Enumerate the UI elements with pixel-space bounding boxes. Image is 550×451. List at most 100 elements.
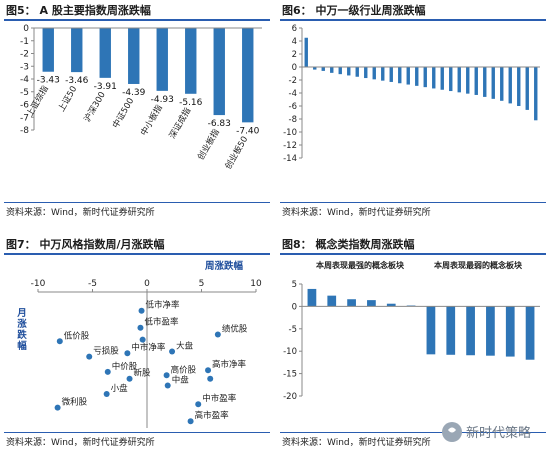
fig8-ytick-label: -20 bbox=[283, 392, 297, 402]
fig6-bar bbox=[457, 67, 461, 93]
fig6-ytick-label: -6 bbox=[289, 102, 297, 112]
fig5-value-label: -4.39 bbox=[122, 88, 146, 98]
figure-7-source-divider bbox=[4, 432, 270, 433]
fig7-point bbox=[169, 348, 176, 355]
fig5-category-label: 上证50 bbox=[57, 85, 80, 114]
fig5-ytick-label: 0 bbox=[23, 24, 29, 34]
fig7-y-axis-title-char: 跌 bbox=[17, 329, 27, 341]
fig6-ytick-label: -10 bbox=[283, 128, 297, 138]
fig8-bar bbox=[307, 288, 317, 307]
figure-5-title-bar: 图5： A 股主要指数周涨跌幅 bbox=[4, 2, 270, 21]
fig6-bar bbox=[491, 67, 495, 99]
fig6-bar bbox=[381, 67, 385, 81]
fig5-bar bbox=[213, 28, 225, 116]
fig5-value-label: -4.93 bbox=[151, 95, 174, 105]
fig7-point bbox=[164, 382, 171, 389]
fig7-point bbox=[124, 350, 131, 357]
fig6-bar bbox=[389, 67, 393, 82]
fig7-point-label: 绩优股 bbox=[222, 324, 248, 335]
fig6-bar bbox=[525, 67, 529, 110]
fig7-point bbox=[56, 338, 63, 345]
fig7-point-label: 亏损股 bbox=[93, 346, 119, 357]
fig7-point bbox=[103, 391, 110, 397]
fig5-ytick-label: -2 bbox=[20, 50, 29, 60]
figure-8-title-bar: 图8： 概念类指数周涨跌幅 bbox=[280, 236, 546, 255]
fig6-bar bbox=[508, 67, 512, 104]
watermark-svg: 新时代策略 bbox=[442, 422, 531, 442]
fig7-point-label: 低市盈率 bbox=[144, 317, 179, 328]
fig5-value-label: -6.83 bbox=[208, 119, 231, 129]
watermark-text: 新时代策略 bbox=[466, 425, 531, 441]
fig8-group-header-strong: 本周表现最强的概念板块 bbox=[315, 260, 405, 270]
fig6-ytick-label: -8 bbox=[289, 115, 297, 125]
fig6-bar bbox=[364, 67, 368, 79]
fig5-value-label: -7.40 bbox=[236, 126, 260, 136]
figure-6-chart: 6 4 2 0 -2 -4 -6 -8 -10 -12 -14 bbox=[283, 24, 540, 164]
fig5-category-label: 中证500 bbox=[110, 96, 136, 130]
fig5-ytick-label: -1 bbox=[20, 37, 29, 47]
fig8-group-header-weak: 本周表现最弱的概念板块 bbox=[433, 260, 523, 270]
fig8-ytick-label: -5 bbox=[289, 325, 297, 335]
fig7-point bbox=[207, 375, 214, 382]
fig5-ytick-label: -6 bbox=[20, 101, 29, 111]
fig7-point bbox=[187, 418, 194, 425]
fig7-point-label: 中盘 bbox=[172, 375, 190, 386]
fig7-point-label: 新股 bbox=[134, 368, 152, 379]
fig8-bar bbox=[367, 300, 376, 307]
fig6-bar bbox=[440, 67, 444, 90]
fig8-bar bbox=[347, 299, 356, 307]
fig6-bar bbox=[517, 67, 521, 106]
fig6-ytick-label: 4 bbox=[292, 37, 297, 47]
fig6-ytick-label: -14 bbox=[283, 154, 297, 164]
fig8-bar bbox=[466, 306, 475, 356]
fig5-bar bbox=[185, 28, 197, 94]
fig6-bar bbox=[466, 67, 470, 94]
figure-5-source: 资料来源：Wind，新时代证券研究所 bbox=[6, 208, 155, 218]
fig7-point-label: 中市净率 bbox=[131, 342, 166, 353]
fig7-point-label: 高市盈率 bbox=[195, 410, 230, 421]
figure-8: 图8： 概念类指数周涨跌幅 本周表现最强的概念板块 本周表现最弱的概念板块 5 0 -5… bbox=[280, 236, 546, 448]
fig6-ytick-label: 2 bbox=[292, 50, 297, 60]
figure-6-source: 资料来源：Wind，新时代证券研究所 bbox=[282, 208, 431, 218]
figure-5-title: 图5： A 股主要指数周涨跌幅 bbox=[6, 4, 151, 17]
figure-7-title: 图7： 中万风格指数周/月涨跌幅 bbox=[6, 238, 165, 251]
fig8-bar bbox=[426, 306, 436, 355]
fig5-ytick-label: -4 bbox=[20, 75, 29, 85]
fig6-ytick-label: 6 bbox=[292, 24, 297, 34]
figure-6: 图6： 中万一级行业周涨跌幅 6 4 2 0 -2 -4 -6 -8 -10 -12 -14 资料来… bbox=[280, 2, 546, 220]
fig6-ytick-label: -12 bbox=[283, 141, 297, 151]
fig8-bar bbox=[525, 306, 535, 360]
fig7-point bbox=[139, 336, 146, 343]
fig6-ytick-label: -4 bbox=[289, 89, 297, 99]
fig6-ytick-label: -2 bbox=[289, 76, 297, 86]
fig7-point bbox=[86, 353, 93, 360]
fig5-bar bbox=[156, 28, 168, 91]
fig6-bar bbox=[423, 67, 427, 88]
fig5-category-label: 创业板50 bbox=[223, 134, 251, 171]
fig5-value-label: -5.16 bbox=[179, 98, 203, 108]
fig7-point-label: 大盘 bbox=[176, 341, 194, 352]
fig7-xtick-label: 5 bbox=[199, 279, 205, 289]
fig5-value-label: -3.43 bbox=[37, 76, 60, 86]
fig6-bar bbox=[372, 67, 376, 80]
fig7-xtick-label: 0 bbox=[144, 279, 150, 289]
fig5-bar bbox=[99, 28, 111, 78]
fig8-bar bbox=[386, 303, 396, 307]
fig6-bar bbox=[313, 67, 317, 70]
fig7-point bbox=[214, 331, 221, 338]
figure-6-source-divider bbox=[280, 202, 546, 203]
figure-8-source-divider bbox=[280, 432, 546, 433]
fig7-point-label: 低价股 bbox=[64, 330, 90, 341]
fig7-point bbox=[137, 324, 144, 331]
figure-7: 图7： 中万风格指数周/月涨跌幅 -10 -5 0 5 10 周涨跌幅月涨跌幅 低市净率 低市… bbox=[4, 236, 270, 448]
fig6-bar bbox=[483, 67, 487, 97]
fig7-point bbox=[104, 368, 111, 375]
fig5-category-label: 创业板指 bbox=[195, 127, 222, 162]
fig6-bar bbox=[474, 67, 478, 95]
fig6-bar bbox=[415, 67, 419, 86]
fig7-xtick-label: -10 bbox=[31, 279, 46, 289]
fig7-point-label: 低市净率 bbox=[146, 300, 181, 311]
fig8-bar bbox=[327, 295, 337, 307]
